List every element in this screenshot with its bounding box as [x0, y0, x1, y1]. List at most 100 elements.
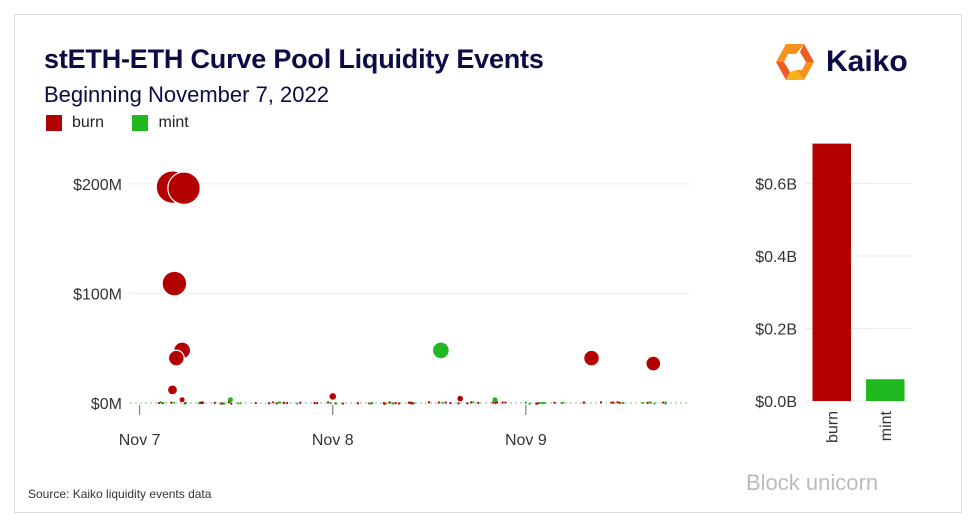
small-event-dot	[392, 402, 395, 405]
small-event-dot	[286, 401, 289, 405]
small-event-dot	[504, 401, 507, 404]
small-event-dot	[407, 401, 410, 404]
legend-label-mint: mint	[158, 114, 189, 131]
y-tick-label: $0M	[91, 396, 122, 413]
bar-y-tick-label: $0.2B	[755, 322, 797, 339]
data-point-burn	[167, 171, 201, 206]
small-event-dot	[501, 401, 504, 404]
chart-title: stETH-ETH Curve Pool Liquidity Events	[44, 44, 544, 74]
small-event-dot	[184, 401, 187, 405]
small-event-dot	[599, 401, 603, 404]
legend-label-burn: burn	[72, 114, 105, 131]
small-event-dot	[162, 401, 165, 405]
small-event-dot	[582, 401, 585, 404]
small-event-dot	[172, 401, 175, 404]
small-event-dot	[397, 402, 401, 405]
data-point-burn	[456, 395, 464, 402]
small-event-dot	[524, 401, 527, 404]
small-event-dot	[622, 401, 625, 404]
small-event-dot	[385, 402, 388, 405]
small-event-dot	[157, 401, 161, 405]
data-point-burn	[645, 355, 662, 372]
small-event-dot	[213, 401, 216, 404]
data-point-burn	[167, 349, 185, 367]
small-event-dot	[444, 401, 447, 404]
small-event-dot	[649, 401, 653, 404]
small-event-dot	[239, 402, 242, 405]
kaiko-logo-icon	[776, 44, 814, 80]
small-event-dot	[394, 401, 397, 405]
small-event-dot	[472, 401, 475, 404]
small-event-dot	[277, 401, 280, 404]
small-event-dot	[466, 402, 469, 405]
small-event-dot	[553, 401, 556, 404]
small-event-dot	[313, 402, 316, 405]
legend-item-mint: mint	[132, 114, 189, 132]
small-event-dot	[335, 402, 338, 405]
chart-subtitle: Beginning November 7, 2022	[44, 82, 329, 107]
small-event-dot	[538, 401, 541, 405]
small-event-dot	[278, 401, 282, 404]
bar-y-tick-label: $0.6B	[755, 177, 797, 194]
small-event-dot	[315, 401, 319, 405]
small-event-dot	[540, 401, 543, 405]
chart-card	[14, 14, 962, 513]
legend-swatch-burn	[46, 115, 62, 131]
small-event-dot	[449, 402, 452, 405]
source-note: Source: Kaiko liquidity events data	[28, 487, 212, 501]
small-event-dot	[477, 401, 480, 404]
kaiko-logo: Kaiko	[772, 40, 908, 84]
legend: burn mint	[46, 114, 213, 136]
small-event-dot	[543, 401, 546, 405]
small-event-dot	[219, 402, 222, 405]
bar-category-label: mint	[878, 410, 895, 441]
small-event-dot	[159, 401, 162, 404]
y-tick-label: $100M	[73, 286, 122, 303]
x-tick-label: Nov 7	[119, 432, 161, 449]
small-event-dot	[437, 401, 441, 404]
small-event-dot	[383, 402, 386, 405]
small-event-dot	[441, 401, 445, 404]
kaiko-logo-text: Kaiko	[826, 45, 908, 78]
bar-category-label: burn	[824, 411, 841, 443]
small-event-dot	[388, 401, 391, 404]
small-event-dot	[491, 401, 495, 404]
small-event-dot	[612, 401, 615, 404]
small-event-dot	[299, 401, 302, 404]
data-point-burn	[329, 392, 337, 401]
small-event-dot	[296, 402, 299, 405]
small-event-dot	[496, 401, 499, 404]
small-event-dot	[254, 401, 257, 405]
x-tick-label: Nov 8	[312, 432, 354, 449]
legend-item-burn: burn	[46, 114, 104, 132]
watermark: Block unicorn	[746, 470, 879, 495]
y-tick-label: $200M	[73, 177, 122, 194]
bar-y-tick-label: $0.0B	[755, 394, 797, 411]
bar-mint	[865, 379, 905, 401]
small-event-dot	[664, 401, 667, 404]
small-event-dot	[528, 402, 531, 405]
small-event-dot	[616, 401, 619, 404]
data-point-burn	[583, 349, 600, 367]
data-point-burn	[167, 384, 178, 395]
bar-burn	[812, 143, 852, 401]
small-event-dot	[222, 402, 226, 405]
small-event-dot	[356, 402, 360, 405]
small-event-dot	[329, 402, 332, 405]
small-event-dot	[618, 401, 621, 404]
small-event-dot	[282, 401, 285, 404]
data-point-burn	[179, 396, 186, 403]
small-event-dot	[368, 402, 372, 405]
small-event-dot	[327, 401, 330, 404]
small-event-dot	[641, 401, 645, 404]
small-event-dot	[272, 401, 275, 404]
data-point-mint	[227, 396, 234, 403]
small-event-dot	[662, 401, 665, 404]
small-event-dot	[221, 402, 224, 405]
small-event-dot	[371, 402, 374, 405]
small-event-dot	[227, 401, 230, 404]
small-event-dot	[170, 401, 173, 404]
data-point-burn	[161, 270, 188, 297]
